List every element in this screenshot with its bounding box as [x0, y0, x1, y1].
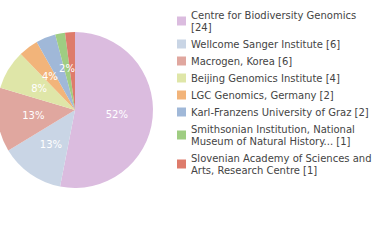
svg-text:13%: 13%: [40, 139, 62, 150]
svg-text:[24]: [24]: [191, 22, 212, 33]
svg-text:Museum of Natural History... [: Museum of Natural History... [1]: [191, 136, 351, 147]
svg-text:Macrogen, Korea [6]: Macrogen, Korea [6]: [191, 56, 292, 67]
svg-text:Smithsonian Institution, Natio: Smithsonian Institution, National: [191, 124, 358, 135]
svg-text:Karl-Franzens University of Gr: Karl-Franzens University of Graz [2]: [191, 107, 369, 118]
svg-text:Beijing Genomics Institute [4]: Beijing Genomics Institute [4]: [191, 73, 340, 84]
svg-text:Centre for Biodiversity Genomi: Centre for Biodiversity Genomics: [191, 10, 359, 21]
svg-text:Slovenian Academy of Sciences: Slovenian Academy of Sciences and: [191, 153, 375, 164]
svg-text:Wellcome Sanger Institute [6]: Wellcome Sanger Institute [6]: [191, 39, 340, 50]
svg-text:LGC Genomics, Germany [2]: LGC Genomics, Germany [2]: [191, 90, 334, 101]
svg-text:Arts, Research Centre [1]: Arts, Research Centre [1]: [191, 165, 317, 176]
svg-text:8%: 8%: [31, 83, 47, 94]
svg-text:2%: 2%: [59, 63, 75, 74]
svg-text:4%: 4%: [42, 71, 58, 82]
svg-text:52%: 52%: [106, 109, 128, 120]
svg-text:13%: 13%: [22, 110, 44, 121]
